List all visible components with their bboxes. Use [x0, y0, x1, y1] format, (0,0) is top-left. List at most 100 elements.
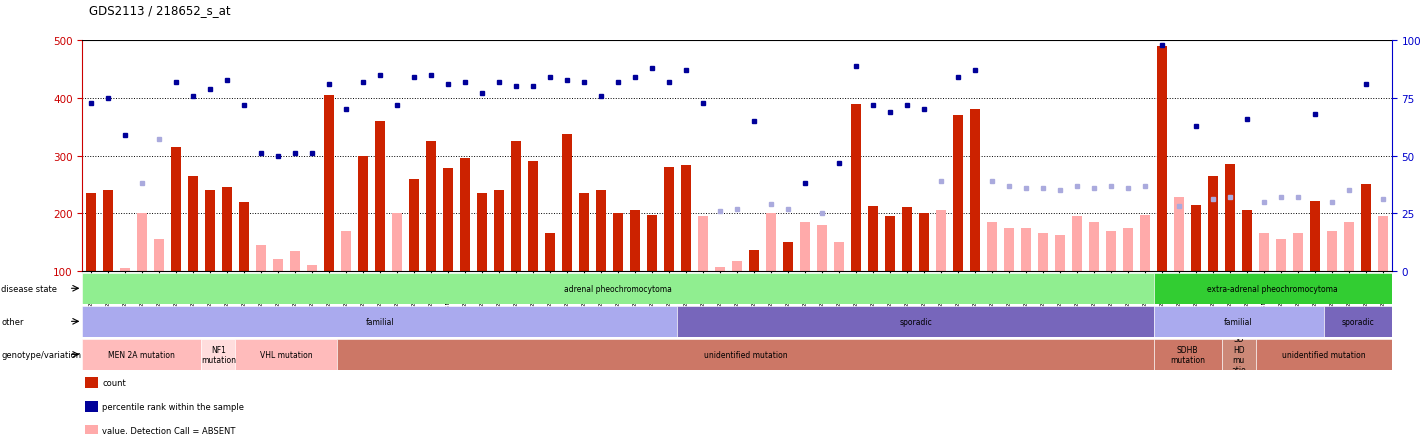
Bar [82, 339, 202, 370]
Bar [885, 217, 895, 271]
Bar [545, 234, 555, 271]
Bar [338, 339, 1153, 370]
Bar [256, 245, 266, 271]
Bar [579, 194, 589, 271]
Bar [307, 266, 317, 271]
Bar [392, 214, 402, 271]
Bar [121, 268, 129, 271]
Bar [189, 176, 197, 271]
Bar [1153, 306, 1323, 337]
Text: genotype/variation: genotype/variation [1, 350, 81, 359]
Bar [562, 135, 572, 271]
Text: sporadic: sporadic [1342, 317, 1375, 326]
Bar [970, 110, 980, 271]
Text: SD
HD
mu
atio: SD HD mu atio [1231, 335, 1245, 375]
Bar [155, 240, 163, 271]
Bar [648, 215, 656, 271]
Bar [682, 166, 690, 271]
Bar [138, 214, 146, 271]
Bar [206, 191, 214, 271]
Bar [767, 214, 775, 271]
Bar [273, 260, 283, 271]
Bar [477, 194, 487, 271]
Text: value, Detection Call = ABSENT: value, Detection Call = ABSENT [102, 426, 236, 434]
Bar [236, 339, 338, 370]
Bar [1123, 228, 1133, 271]
Bar [852, 105, 861, 271]
Bar [733, 261, 741, 271]
Text: VHL mutation: VHL mutation [260, 350, 312, 359]
Bar [953, 116, 963, 271]
Bar [1255, 339, 1392, 370]
Bar [902, 208, 912, 271]
Bar [1089, 222, 1099, 271]
Text: unidentified mutation: unidentified mutation [704, 350, 787, 359]
Bar [528, 161, 538, 271]
Bar [1294, 234, 1302, 271]
Bar [1021, 228, 1031, 271]
Bar [239, 202, 248, 271]
Bar [443, 169, 453, 271]
Bar [202, 339, 236, 370]
Bar [82, 306, 677, 337]
Bar [1191, 205, 1201, 271]
Bar [613, 214, 622, 271]
Text: MEN 2A mutation: MEN 2A mutation [108, 350, 175, 359]
Bar [1311, 201, 1319, 271]
Bar [801, 222, 809, 271]
Bar [1153, 273, 1392, 304]
Text: NF1
mutation: NF1 mutation [200, 345, 236, 364]
Bar [222, 188, 231, 271]
Text: disease state: disease state [1, 284, 57, 293]
Bar [1055, 236, 1065, 271]
Bar [919, 214, 929, 271]
Bar [341, 231, 351, 271]
Bar [1242, 211, 1252, 271]
Text: percentile rank within the sample: percentile rank within the sample [102, 402, 244, 411]
Text: extra-adrenal pheochromocytoma: extra-adrenal pheochromocytoma [1207, 284, 1338, 293]
Bar [358, 156, 368, 271]
Bar [750, 250, 758, 271]
Bar [1106, 231, 1116, 271]
Text: familial: familial [1224, 317, 1252, 326]
Text: adrenal pheochromocytoma: adrenal pheochromocytoma [564, 284, 672, 293]
Bar [596, 191, 606, 271]
Bar [1157, 47, 1167, 271]
Text: GDS2113 / 218652_s_at: GDS2113 / 218652_s_at [89, 4, 231, 17]
Text: sporadic: sporadic [899, 317, 932, 326]
Bar [1277, 240, 1285, 271]
Bar [1379, 217, 1387, 271]
Text: other: other [1, 317, 24, 326]
Bar [818, 225, 826, 271]
Text: familial: familial [365, 317, 395, 326]
Bar [409, 179, 419, 271]
Bar [1328, 231, 1336, 271]
Bar [1260, 234, 1268, 271]
Bar [1323, 306, 1392, 337]
Bar [1038, 234, 1048, 271]
Bar [665, 168, 673, 271]
Bar [835, 243, 843, 271]
Bar [426, 142, 436, 271]
Bar [699, 217, 707, 271]
Bar [716, 267, 724, 271]
Bar [1225, 165, 1235, 271]
Bar [460, 159, 470, 271]
Bar [936, 211, 946, 271]
Bar [1174, 197, 1184, 271]
Bar [172, 148, 180, 271]
Bar [784, 243, 792, 271]
Bar [987, 222, 997, 271]
Bar [1208, 176, 1218, 271]
Bar [1072, 217, 1082, 271]
Bar [494, 191, 504, 271]
Bar [1140, 215, 1150, 271]
Bar [324, 96, 334, 271]
Bar [1153, 339, 1221, 370]
Bar [1362, 185, 1370, 271]
Bar [1345, 222, 1353, 271]
Bar [1004, 228, 1014, 271]
Text: unidentified mutation: unidentified mutation [1282, 350, 1366, 359]
Text: SDHB
mutation: SDHB mutation [1170, 345, 1206, 364]
Bar [87, 194, 95, 271]
